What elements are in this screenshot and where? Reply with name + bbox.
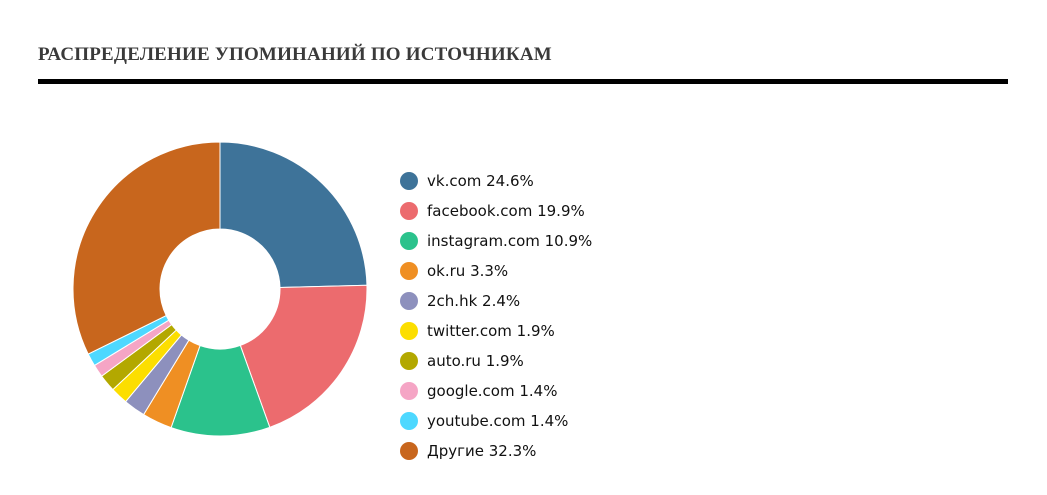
legend-swatch: [400, 292, 418, 310]
legend-swatch: [400, 382, 418, 400]
legend-swatch: [400, 202, 418, 220]
legend-swatch: [400, 322, 418, 340]
slice-другие[interactable]: [72, 141, 221, 355]
legend-item[interactable]: ok.ru 3.3%: [400, 262, 508, 280]
legend-swatch: [400, 412, 418, 430]
title-divider: [38, 79, 1008, 84]
legend-item[interactable]: facebook.com 19.9%: [400, 202, 585, 220]
legend-item[interactable]: youtube.com 1.4%: [400, 412, 568, 430]
chart-legend: vk.com 24.6% facebook.com 19.9% instagram.…: [400, 172, 592, 460]
donut-slices: [72, 141, 368, 437]
legend-swatch: [400, 232, 418, 250]
legend-label: ok.ru 3.3%: [427, 262, 508, 280]
slice-facebook-com[interactable]: [239, 284, 368, 428]
legend-swatch: [400, 172, 418, 190]
chart-title: РАСПРЕДЕЛЕНИЕ УПОМИНАНИЙ ПО ИСТОЧНИКАМ: [38, 44, 552, 65]
legend-item[interactable]: twitter.com 1.9%: [400, 322, 555, 340]
legend-item[interactable]: google.com 1.4%: [400, 382, 557, 400]
legend-item[interactable]: auto.ru 1.9%: [400, 352, 524, 370]
legend-label: Другие 32.3%: [427, 442, 536, 460]
legend-item[interactable]: 2ch.hk 2.4%: [400, 292, 520, 310]
legend-item[interactable]: vk.com 24.6%: [400, 172, 534, 190]
legend-label: 2ch.hk 2.4%: [427, 292, 520, 310]
legend-label: facebook.com 19.9%: [427, 202, 585, 220]
legend-swatch: [400, 442, 418, 460]
legend-label: google.com 1.4%: [427, 382, 557, 400]
legend-label: vk.com 24.6%: [427, 172, 534, 190]
legend-label: auto.ru 1.9%: [427, 352, 524, 370]
legend-item[interactable]: instagram.com 10.9%: [400, 232, 592, 250]
legend-label: twitter.com 1.9%: [427, 322, 555, 340]
slice-vk-com[interactable]: [219, 141, 368, 289]
legend-label: youtube.com 1.4%: [427, 412, 568, 430]
legend-label: instagram.com 10.9%: [427, 232, 592, 250]
legend-swatch: [400, 262, 418, 280]
legend-swatch: [400, 352, 418, 370]
legend-item[interactable]: Другие 32.3%: [400, 442, 536, 460]
